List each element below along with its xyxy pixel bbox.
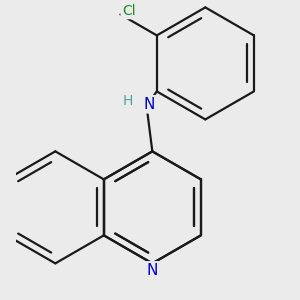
Text: N: N <box>147 263 158 278</box>
Text: H: H <box>123 94 133 108</box>
Text: N: N <box>143 97 154 112</box>
Text: Cl: Cl <box>122 4 135 18</box>
